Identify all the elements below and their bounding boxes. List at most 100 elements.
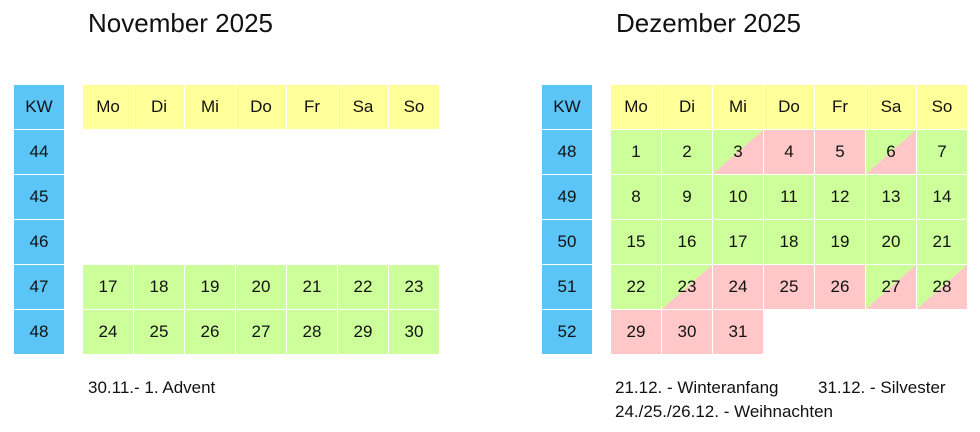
day-cell: 25 (134, 310, 184, 354)
empty-cell (287, 220, 337, 264)
empty-cell (185, 130, 235, 174)
weekday-header: Sa (338, 85, 388, 129)
day-cell-half-holiday: 6 (866, 130, 916, 174)
week-number: 48 (14, 310, 64, 354)
day-cell: 21 (917, 220, 967, 264)
day-cell-holiday: 24 (713, 265, 763, 309)
holiday-note-advent: 30.11.- 1. Advent (88, 378, 216, 397)
day-cell-holiday: 26 (815, 265, 865, 309)
empty-cell (764, 310, 814, 354)
weekday-header: Di (134, 85, 184, 129)
holiday-note-winteranfang: 21.12. - Winteranfang (615, 378, 779, 397)
weekday-header: Sa (866, 85, 916, 129)
empty-cell (134, 220, 184, 264)
week-number: 49 (542, 175, 592, 219)
day-cell: 10 (713, 175, 763, 219)
day-cell: 30 (389, 310, 439, 354)
week-number: 44 (14, 130, 64, 174)
day-cell: 29 (338, 310, 388, 354)
kw-header: KW (542, 85, 592, 129)
day-cell: 20 (236, 265, 286, 309)
empty-cell (185, 220, 235, 264)
calendar-grid-november: Mo Di Mi Do Fr Sa So 17 18 19 20 21 22 2… (83, 85, 439, 354)
holiday-note-silvester: 31.12. - Silvester (818, 378, 946, 397)
day-cell: 16 (662, 220, 712, 264)
day-cell-holiday: 29 (611, 310, 661, 354)
empty-cell (83, 175, 133, 219)
empty-cell (134, 175, 184, 219)
week-number-column-december: KW 48 49 50 51 52 (542, 85, 592, 355)
empty-cell (815, 310, 865, 354)
kw-header: KW (14, 85, 64, 129)
weekday-header: Do (236, 85, 286, 129)
day-cell-half-holiday: 27 (866, 265, 916, 309)
weekday-header: So (917, 85, 967, 129)
empty-cell (83, 220, 133, 264)
weekday-header: Do (764, 85, 814, 129)
weekday-header: Mi (185, 85, 235, 129)
day-cell-holiday: 25 (764, 265, 814, 309)
empty-cell (338, 130, 388, 174)
day-cell: 2 (662, 130, 712, 174)
empty-cell (236, 220, 286, 264)
day-cell: 8 (611, 175, 661, 219)
week-number: 51 (542, 265, 592, 309)
weekday-header: Mo (611, 85, 661, 129)
day-cell-holiday: 4 (764, 130, 814, 174)
empty-cell (338, 220, 388, 264)
day-cell: 18 (134, 265, 184, 309)
empty-cell (236, 175, 286, 219)
weekday-header: Di (662, 85, 712, 129)
week-number: 47 (14, 265, 64, 309)
month-title-december: Dezember 2025 (616, 8, 801, 38)
calendar-grid-december: Mo Di Mi Do Fr Sa So 1 2 3 4 5 6 7 8 9 1… (611, 85, 967, 354)
day-cell: 12 (815, 175, 865, 219)
day-cell: 13 (866, 175, 916, 219)
empty-cell (236, 130, 286, 174)
empty-cell (185, 175, 235, 219)
day-cell: 19 (185, 265, 235, 309)
day-cell: 20 (866, 220, 916, 264)
day-cell-holiday: 31 (713, 310, 763, 354)
weekday-header: Mi (713, 85, 763, 129)
day-cell: 22 (611, 265, 661, 309)
day-cell: 21 (287, 265, 337, 309)
empty-cell (917, 310, 967, 354)
day-cell: 14 (917, 175, 967, 219)
holiday-note-weihnachten: 24./25./26.12. - Weihnachten (615, 402, 834, 421)
day-cell-holiday: 30 (662, 310, 712, 354)
month-title-november: November 2025 (88, 8, 273, 38)
weekday-header: So (389, 85, 439, 129)
weekday-header: Fr (287, 85, 337, 129)
empty-cell (389, 220, 439, 264)
day-cell: 23 (389, 265, 439, 309)
week-number: 48 (542, 130, 592, 174)
weekday-header: Fr (815, 85, 865, 129)
day-cell: 18 (764, 220, 814, 264)
day-cell: 26 (185, 310, 235, 354)
day-cell: 27 (236, 310, 286, 354)
day-cell: 22 (338, 265, 388, 309)
day-cell: 1 (611, 130, 661, 174)
empty-cell (134, 130, 184, 174)
empty-cell (389, 130, 439, 174)
empty-cell (338, 175, 388, 219)
day-cell: 7 (917, 130, 967, 174)
week-number: 52 (542, 310, 592, 354)
empty-cell (389, 175, 439, 219)
day-cell: 19 (815, 220, 865, 264)
day-cell: 11 (764, 175, 814, 219)
day-cell: 28 (287, 310, 337, 354)
empty-cell (287, 175, 337, 219)
day-cell-half-holiday: 23 (662, 265, 712, 309)
empty-cell (866, 310, 916, 354)
day-cell: 9 (662, 175, 712, 219)
week-number-column-november: KW 44 45 46 47 48 (14, 85, 64, 355)
week-number: 45 (14, 175, 64, 219)
week-number: 50 (542, 220, 592, 264)
empty-cell (287, 130, 337, 174)
day-cell: 17 (83, 265, 133, 309)
day-cell-half-holiday: 28 (917, 265, 967, 309)
weekday-header: Mo (83, 85, 133, 129)
week-number: 46 (14, 220, 64, 264)
